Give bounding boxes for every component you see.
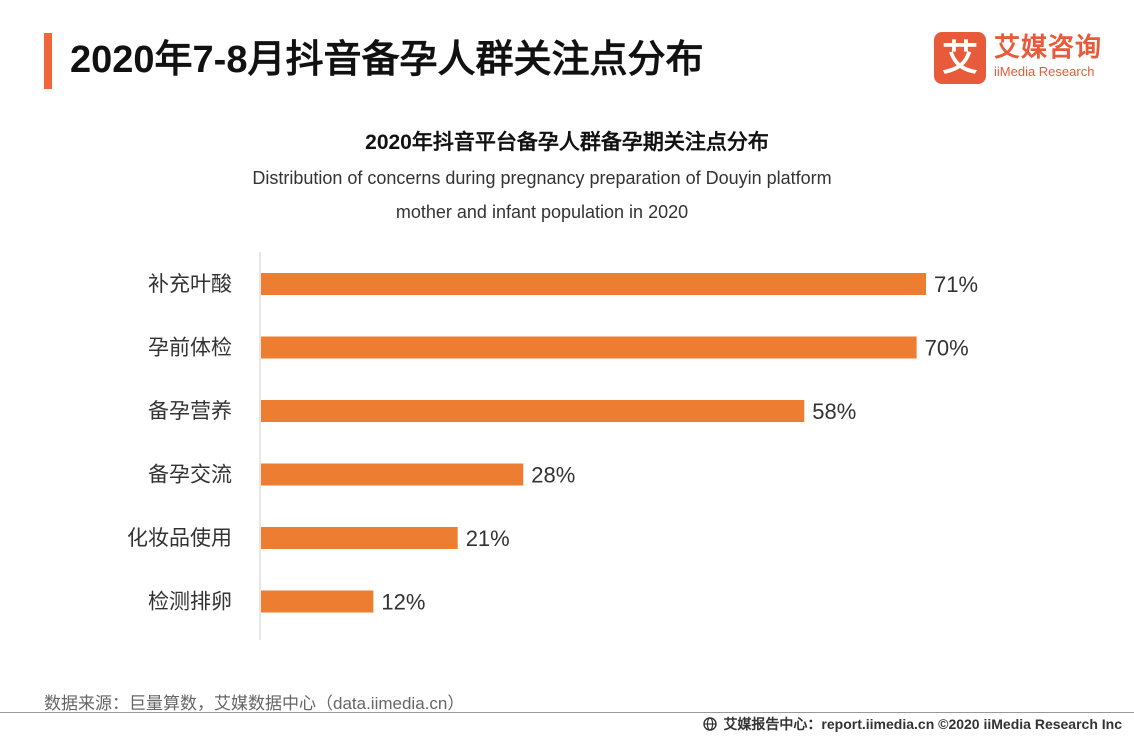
data-label: 70% (925, 336, 969, 361)
data-label: 12% (381, 590, 425, 615)
globe-icon (703, 717, 718, 731)
category-label: 备孕交流 (148, 464, 232, 487)
category-label: 孕前体检 (148, 337, 232, 360)
title-accent-bar (44, 33, 52, 89)
bar (261, 527, 458, 549)
data-source-note: 数据来源：巨量算数，艾媒数据中心（data.iimedia.cn） (44, 694, 465, 713)
bar-chart: 补充叶酸 71% 孕前体检 70% 备孕营养 58% 备孕交流 28% 化妆品使用 21% 检测排卵… (127, 252, 978, 640)
footer-divider (0, 712, 1134, 713)
data-label: 71% (934, 272, 978, 297)
bar (261, 400, 805, 422)
chart-title: 2020年抖音平台备孕人群备孕期关注点分布 (365, 131, 769, 154)
footer-text: 艾媒报告中心：report.iimedia.cn ©2020 iiMedia R… (723, 716, 1122, 732)
data-label: 28% (531, 463, 575, 488)
page-title: 2020年7-8月抖音备孕人群关注点分布 (70, 39, 704, 81)
category-label: 补充叶酸 (148, 273, 232, 296)
footer: 艾媒报告中心：report.iimedia.cn ©2020 iiMedia R… (703, 714, 1122, 734)
bar (261, 273, 926, 295)
iimedia-logo: 艾 艾媒咨询 iiMedia Research (934, 32, 1114, 88)
bar (261, 590, 374, 613)
chart-subtitle-line-1: Distribution of concerns during pregnanc… (252, 168, 832, 188)
category-label: 备孕营养 (148, 400, 232, 423)
category-label: 化妆品使用 (127, 527, 232, 550)
category-label: 检测排卵 (148, 591, 232, 614)
bar (261, 336, 917, 359)
chart-subtitle-line-2: mother and infant population in 2020 (395, 202, 689, 222)
data-label: 21% (466, 526, 510, 551)
logo-mark-icon: 艾 (934, 32, 986, 84)
bar (261, 463, 524, 486)
logo-name-cn: 艾媒咨询 (994, 32, 1103, 62)
logo-name-en: iiMedia Research (994, 64, 1095, 79)
data-label: 58% (812, 399, 856, 424)
